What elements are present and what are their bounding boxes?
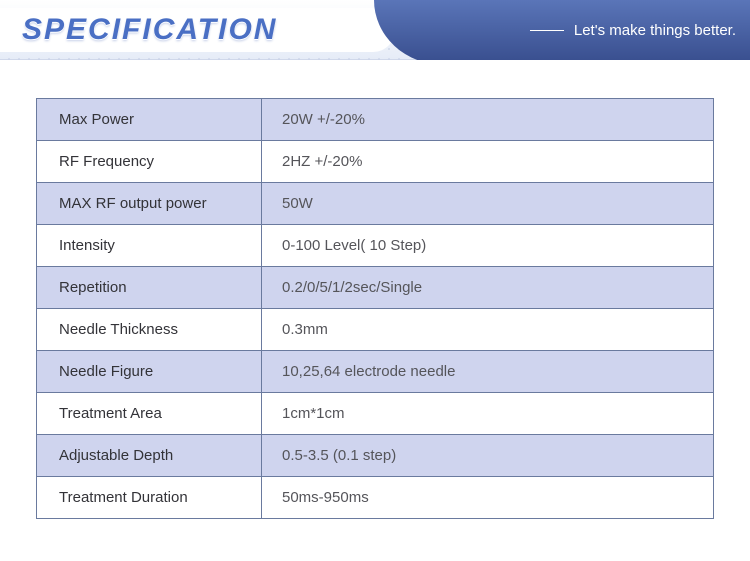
spec-label: Treatment Duration	[37, 477, 262, 519]
spec-label: Adjustable Depth	[37, 435, 262, 477]
spec-table: Max Power20W +/-20%RF Frequency2HZ +/-20…	[36, 98, 714, 519]
spec-value: 50W	[262, 183, 714, 225]
table-row: Treatment Area1cm*1cm	[37, 393, 714, 435]
table-row: Repetition0.2/0/5/1/2sec/Single	[37, 267, 714, 309]
spec-value: 0.3mm	[262, 309, 714, 351]
spec-value: 0.5-3.5 (0.1 step)	[262, 435, 714, 477]
spec-value: 50ms-950ms	[262, 477, 714, 519]
spec-table-body: Max Power20W +/-20%RF Frequency2HZ +/-20…	[37, 99, 714, 519]
spec-value: 20W +/-20%	[262, 99, 714, 141]
spec-value: 0.2/0/5/1/2sec/Single	[262, 267, 714, 309]
spec-value: 0-100 Level( 10 Step)	[262, 225, 714, 267]
header-left: SPECIFICATION	[0, 0, 400, 60]
spec-label: Treatment Area	[37, 393, 262, 435]
table-row: Intensity0-100 Level( 10 Step)	[37, 225, 714, 267]
table-row: MAX RF output power50W	[37, 183, 714, 225]
table-row: Needle Thickness0.3mm	[37, 309, 714, 351]
spec-value: 1cm*1cm	[262, 393, 714, 435]
page-title: SPECIFICATION	[22, 13, 277, 47]
spec-label: Repetition	[37, 267, 262, 309]
spec-label: Max Power	[37, 99, 262, 141]
spec-value: 10,25,64 electrode needle	[262, 351, 714, 393]
spec-label: Intensity	[37, 225, 262, 267]
spec-label: MAX RF output power	[37, 183, 262, 225]
table-row: Adjustable Depth0.5-3.5 (0.1 step)	[37, 435, 714, 477]
spec-value: 2HZ +/-20%	[262, 141, 714, 183]
table-row: Max Power20W +/-20%	[37, 99, 714, 141]
tagline-dash-icon	[530, 30, 564, 31]
spec-label: RF Frequency	[37, 141, 262, 183]
spec-table-container: Max Power20W +/-20%RF Frequency2HZ +/-20…	[0, 60, 750, 519]
title-pill: SPECIFICATION	[0, 8, 395, 52]
table-row: RF Frequency2HZ +/-20%	[37, 141, 714, 183]
tagline: Let's make things better.	[574, 22, 736, 39]
spec-label: Needle Figure	[37, 351, 262, 393]
table-row: Needle Figure10,25,64 electrode needle	[37, 351, 714, 393]
table-row: Treatment Duration50ms-950ms	[37, 477, 714, 519]
header-right: Let's make things better.	[400, 0, 750, 60]
header-banner: SPECIFICATION Let's make things better.	[0, 0, 750, 60]
spec-label: Needle Thickness	[37, 309, 262, 351]
